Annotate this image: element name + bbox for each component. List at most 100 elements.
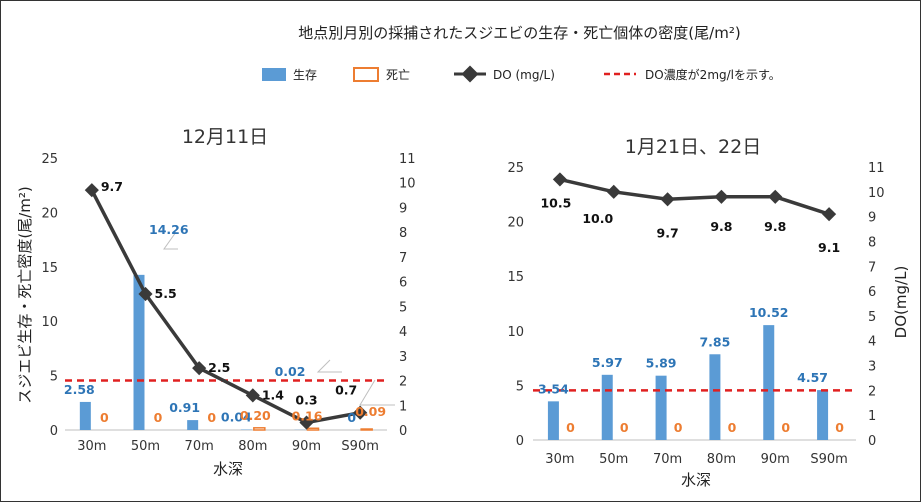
data-label-do: 0.7 bbox=[335, 383, 357, 398]
legend-dead-label: 死亡 bbox=[386, 68, 410, 82]
y2-tick-label: 2 bbox=[399, 375, 407, 390]
y-tick-label: 0 bbox=[516, 434, 524, 449]
data-label-do: 9.7 bbox=[101, 179, 123, 194]
y2-tick-label: 11 bbox=[868, 161, 885, 176]
bar-alive bbox=[763, 325, 775, 440]
x-tick-label: S90m bbox=[341, 439, 378, 454]
y2-tick-label: 1 bbox=[399, 399, 407, 414]
y2-tick-label: 7 bbox=[868, 260, 876, 275]
data-label-alive: 2.58 bbox=[64, 382, 95, 397]
legend-do-marker bbox=[461, 65, 479, 83]
y2-tick-label: 0 bbox=[399, 424, 407, 439]
y-axis-title: スジエビ生存・死亡密度(尾/m²) bbox=[16, 186, 34, 403]
x-tick-label: 70m bbox=[185, 439, 214, 454]
bar-alive bbox=[79, 401, 91, 430]
data-label-dead: 0 bbox=[154, 410, 163, 425]
data-label-alive: 0.04 bbox=[221, 410, 252, 425]
y-tick-label: 10 bbox=[41, 315, 58, 330]
y-tick-label: 15 bbox=[41, 261, 58, 276]
data-label-dead: 0 bbox=[566, 420, 575, 435]
x-tick-label: 30m bbox=[77, 439, 106, 454]
y2-tick-label: 6 bbox=[399, 276, 407, 291]
y2-tick-label: 5 bbox=[399, 300, 407, 315]
do-marker bbox=[138, 286, 153, 302]
do-line bbox=[90, 189, 361, 425]
figure-title: 地点別月別の採捕されたスジエビの生存・死亡個体の密度(尾/m²) bbox=[298, 24, 741, 42]
data-label-dead: 0.09 bbox=[355, 404, 386, 419]
data-label-dead: 0.20 bbox=[240, 408, 271, 423]
data-label-alive: 3.54 bbox=[538, 381, 569, 396]
y2-tick-label: 9 bbox=[868, 211, 876, 226]
data-label-dead: 0 bbox=[207, 410, 216, 425]
legend-alive-swatch bbox=[262, 68, 286, 81]
x-tick-label: 50m bbox=[599, 452, 628, 467]
data-label-alive: 4.57 bbox=[797, 370, 828, 385]
bar-alive bbox=[601, 374, 613, 440]
y2-tick-label: 10 bbox=[399, 177, 416, 192]
do-marker bbox=[714, 189, 729, 204]
y-tick-label: 20 bbox=[507, 216, 524, 231]
y2-tick-label: 7 bbox=[399, 251, 407, 266]
bar-alive bbox=[709, 354, 721, 440]
x-tick-label: 80m bbox=[238, 439, 267, 454]
chart-dec-11: 12月11日 0 5 10 15 20 25 0 1 2 3 4 5 6 7 8 9 10 11 30m 50m 70m 8… bbox=[16, 126, 416, 478]
y2-tick-label: 8 bbox=[399, 226, 407, 241]
x-tick-label: 70m bbox=[653, 452, 682, 467]
data-label-dead: 0.16 bbox=[292, 408, 323, 423]
data-label-alive: 5.97 bbox=[592, 355, 623, 370]
bar-alive bbox=[547, 401, 559, 440]
bar-alive bbox=[655, 375, 667, 440]
y2-tick-label: 3 bbox=[868, 360, 876, 375]
do-marker bbox=[84, 183, 99, 198]
y2-tick-label: 4 bbox=[399, 325, 407, 340]
chart-title: 12月11日 bbox=[182, 126, 268, 148]
y2-tick-label: 8 bbox=[868, 235, 876, 250]
y-tick-label: 25 bbox=[507, 161, 524, 176]
data-label-dead: 0 bbox=[674, 420, 683, 435]
do-marker bbox=[353, 405, 368, 420]
bar-alive bbox=[817, 390, 829, 440]
y-tick-label: 0 bbox=[50, 424, 58, 439]
data-label-alive: 14.26 bbox=[149, 222, 189, 237]
y2-tick-label: 4 bbox=[868, 335, 876, 350]
bar-dead bbox=[360, 428, 373, 431]
y-tick-label: 20 bbox=[41, 206, 58, 221]
data-label-alive: 5.89 bbox=[646, 356, 677, 371]
x-tick-label: S90m bbox=[810, 452, 847, 467]
do-marker bbox=[299, 415, 314, 430]
data-label-do: 5.5 bbox=[155, 286, 177, 301]
do-line bbox=[559, 177, 830, 216]
data-label-alive: 0.91 bbox=[169, 400, 200, 415]
x-tick-label: 30m bbox=[545, 452, 574, 467]
y-tick-label: 25 bbox=[41, 152, 58, 167]
x-tick-label: 80m bbox=[707, 452, 736, 467]
data-label-do: 9.8 bbox=[764, 219, 786, 234]
do-marker bbox=[552, 172, 567, 187]
label-leader-line bbox=[359, 379, 395, 406]
do-marker bbox=[606, 184, 621, 199]
bar-dead bbox=[306, 427, 320, 431]
x-axis-title: 水深 bbox=[213, 460, 243, 478]
bar-alive bbox=[133, 274, 145, 430]
y2-tick-label: 2 bbox=[868, 384, 876, 399]
do-marker bbox=[660, 192, 675, 207]
data-label-do: 1.4 bbox=[262, 387, 284, 402]
do-marker bbox=[768, 189, 783, 204]
y2-tick-label: 11 bbox=[399, 152, 416, 167]
x-tick-label: 50m bbox=[131, 439, 160, 454]
data-label-do: 2.5 bbox=[208, 360, 230, 375]
legend-ref-label: DO濃度が2mg/lを示す。 bbox=[645, 67, 781, 82]
y2-axis-title: DO(mg/L) bbox=[892, 266, 910, 339]
legend-alive-label: 生存 bbox=[293, 68, 317, 82]
y2-tick-label: 9 bbox=[399, 201, 407, 216]
data-label-alive: 0 bbox=[347, 410, 356, 425]
y-tick-label: 5 bbox=[516, 379, 524, 394]
data-label-alive: 10.52 bbox=[749, 305, 789, 320]
y-tick-label: 15 bbox=[507, 270, 524, 285]
data-label-do: 10.5 bbox=[540, 195, 571, 210]
data-label-alive: 7.85 bbox=[699, 334, 730, 349]
data-label-do: 9.1 bbox=[818, 240, 840, 255]
legend-do-label: DO (mg/L) bbox=[493, 68, 555, 82]
legend: 生存 死亡 DO (mg/L) DO濃度が2mg/lを示す。 bbox=[262, 65, 781, 83]
data-label-dead: 0 bbox=[100, 410, 109, 425]
